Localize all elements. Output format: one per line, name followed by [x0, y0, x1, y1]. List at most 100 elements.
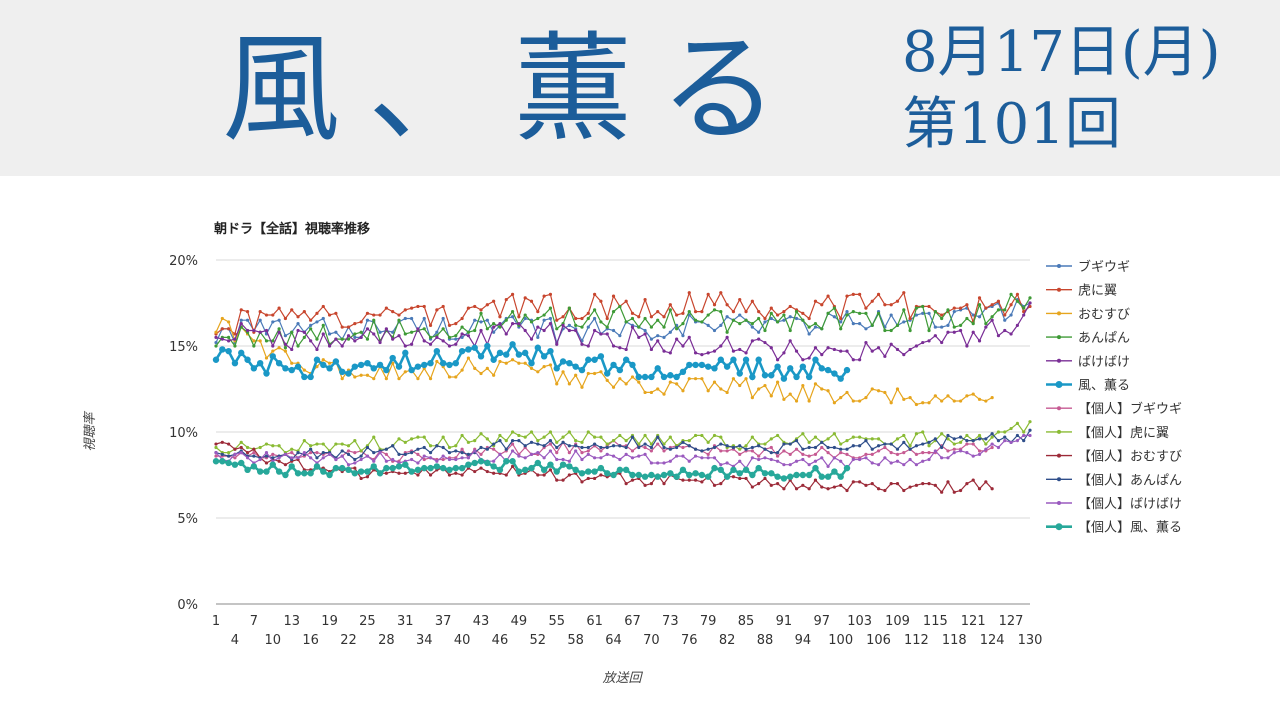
data-point — [567, 382, 571, 386]
data-point — [1015, 421, 1019, 425]
data-point — [662, 445, 666, 450]
legend-item[interactable]: ばけばけ — [1046, 355, 1130, 370]
data-point — [660, 471, 668, 479]
data-point — [706, 456, 710, 460]
data-point — [698, 361, 706, 369]
data-point — [359, 320, 363, 324]
data-point — [435, 359, 439, 364]
data-point — [706, 452, 710, 456]
data-point — [372, 377, 376, 381]
data-point — [460, 451, 464, 455]
legend-item[interactable]: 【個人】おむすび — [1046, 450, 1182, 465]
data-point — [277, 456, 281, 460]
data-point — [654, 365, 661, 372]
x-tick-label: 31 — [397, 614, 414, 629]
legend-item[interactable]: 風、薫る — [1046, 379, 1130, 394]
data-point — [357, 361, 365, 369]
data-point — [447, 445, 452, 450]
data-point — [971, 439, 975, 443]
data-point — [812, 356, 819, 363]
data-point — [252, 454, 256, 458]
data-point — [1015, 433, 1019, 438]
data-point — [271, 313, 275, 317]
data-point — [378, 340, 382, 345]
data-point — [649, 461, 653, 465]
data-point — [555, 478, 559, 482]
data-point — [471, 344, 478, 351]
data-point — [528, 360, 535, 367]
data-point — [940, 325, 944, 329]
data-point — [624, 347, 628, 352]
series-path — [215, 434, 1030, 470]
data-point — [736, 370, 743, 377]
legend-item[interactable]: 【個人】ブギウギ — [1046, 401, 1182, 417]
data-point — [679, 466, 687, 474]
data-point — [807, 399, 811, 403]
legend-item[interactable]: あんぱん — [1046, 331, 1130, 346]
data-point — [744, 318, 748, 322]
data-point — [523, 456, 527, 460]
data-point — [529, 430, 534, 434]
data-point — [384, 471, 388, 475]
data-point — [302, 439, 306, 443]
data-point — [290, 451, 294, 455]
data-point — [787, 365, 794, 372]
data-point — [1022, 306, 1026, 310]
data-point — [340, 325, 344, 329]
data-point — [643, 433, 647, 438]
data-point — [536, 316, 540, 321]
data-point — [763, 383, 767, 388]
legend-item[interactable]: 虎に翼 — [1046, 284, 1117, 299]
legend-item[interactable]: 【個人】風、薫る — [1046, 521, 1182, 536]
x-tick-label: 124 — [980, 633, 1005, 648]
data-point — [700, 449, 704, 453]
y-tick-label: 5% — [177, 512, 198, 527]
x-tick-label: 100 — [828, 633, 853, 648]
data-point — [629, 471, 636, 479]
data-point — [687, 310, 691, 314]
data-point — [744, 351, 748, 355]
data-point — [902, 320, 906, 324]
data-point — [662, 325, 666, 329]
data-point — [403, 452, 407, 456]
data-point — [353, 375, 357, 379]
data-point — [238, 349, 245, 357]
data-point — [687, 377, 691, 381]
data-point — [889, 461, 893, 465]
data-point — [643, 328, 647, 333]
data-point — [712, 483, 717, 487]
data-point — [277, 318, 281, 322]
data-point — [883, 488, 887, 493]
legend-item[interactable]: 【個人】ばけばけ — [1046, 497, 1182, 512]
data-point — [687, 439, 691, 443]
data-point — [757, 387, 761, 391]
data-point — [820, 445, 824, 450]
data-point — [542, 313, 546, 317]
data-point — [410, 316, 414, 321]
legend-item[interactable]: 【個人】あんぱん — [1046, 473, 1182, 488]
data-point — [414, 363, 422, 370]
legend-item[interactable]: ブギウギ — [1046, 259, 1130, 275]
data-point — [731, 310, 736, 314]
data-point — [662, 442, 666, 446]
data-point — [643, 332, 647, 336]
data-point — [908, 347, 912, 352]
data-point — [984, 442, 988, 446]
data-point — [378, 313, 382, 317]
data-point — [460, 316, 464, 321]
data-point — [744, 444, 748, 448]
data-point — [258, 457, 262, 462]
data-point — [346, 337, 351, 341]
data-point — [517, 361, 521, 365]
data-point — [447, 344, 452, 348]
data-point — [832, 456, 836, 460]
data-point — [864, 452, 868, 456]
legend-item[interactable]: おむすび — [1046, 307, 1130, 322]
data-point — [719, 344, 723, 348]
data-point — [454, 375, 458, 379]
series-line — [212, 341, 851, 382]
x-tick-label: 28 — [378, 633, 395, 648]
legend-item[interactable]: 【個人】虎に翼 — [1046, 426, 1169, 441]
data-point — [233, 452, 237, 456]
data-point — [227, 442, 231, 446]
